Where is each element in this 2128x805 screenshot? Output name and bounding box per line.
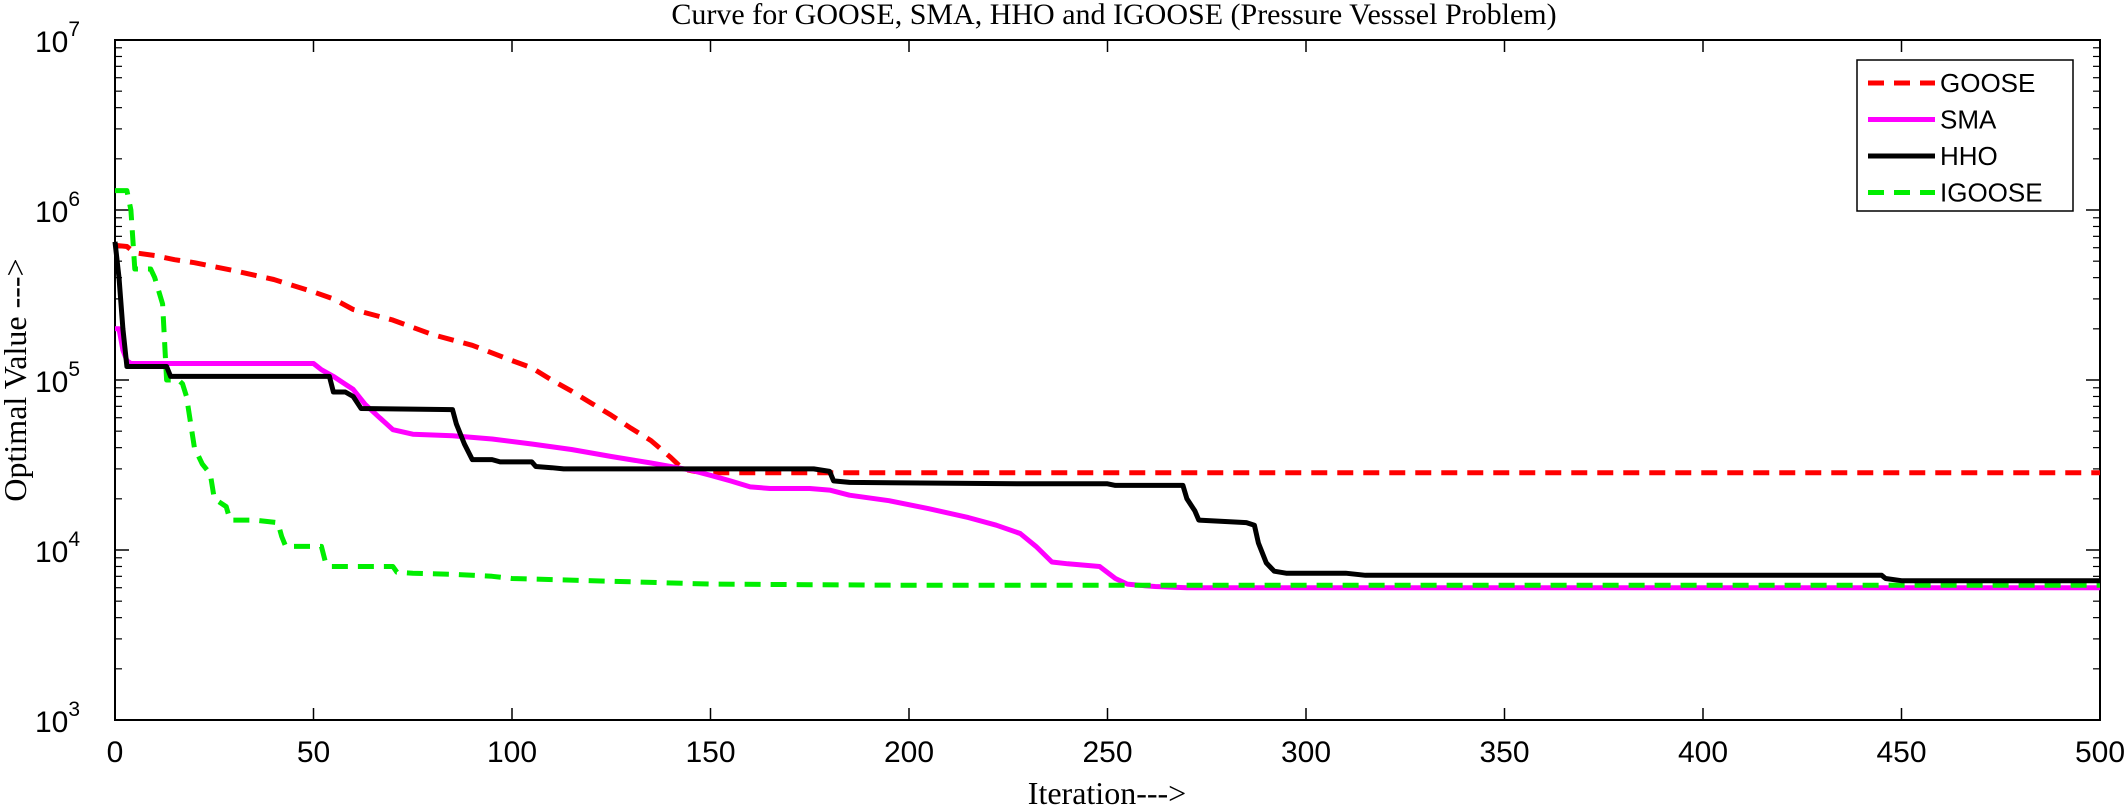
axis-ticks: 0 50 100 150 200 250 300 350 400 450 500 103 104 105 1… — [35, 18, 2125, 769]
legend-label-sma: SMA — [1940, 105, 1997, 135]
y-tick-label: 107 — [35, 18, 80, 59]
x-tick-label: 150 — [685, 736, 735, 769]
plot-area — [114, 39, 2101, 721]
series-line-sma — [115, 326, 2100, 591]
x-tick-label: 450 — [1876, 736, 1926, 769]
x-tick-label: 400 — [1678, 736, 1728, 769]
y-tick-label: 104 — [35, 528, 80, 569]
series-lines — [112, 188, 2100, 591]
x-tick-label: 50 — [297, 736, 330, 769]
x-tick-label: 200 — [884, 736, 934, 769]
x-axis-label: Iteration---> — [1028, 775, 1186, 805]
legend: GOOSE SMA HHO IGOOSE — [1856, 59, 2074, 212]
y-tick-label: 105 — [35, 358, 80, 399]
y-tick-label: 103 — [35, 698, 80, 739]
y-axis-label: Optimal Value ---> — [0, 258, 33, 501]
series-line-igoose — [115, 188, 2100, 588]
y-tick-label: 106 — [35, 188, 80, 229]
legend-label-hho: HHO — [1940, 141, 1998, 171]
x-tick-label: 250 — [1082, 736, 1132, 769]
x-tick-label: 0 — [107, 736, 124, 769]
x-tick-label: 300 — [1281, 736, 1331, 769]
x-tick-label: 100 — [487, 736, 537, 769]
legend-label-igoose: IGOOSE — [1940, 178, 2043, 208]
chart-title: Curve for GOOSE, SMA, HHO and IGOOSE (Pr… — [671, 0, 1556, 31]
x-tick-label: 500 — [2075, 736, 2125, 769]
x-tick-label: 350 — [1479, 736, 1529, 769]
series-line-hho — [112, 241, 2100, 584]
legend-box — [1856, 59, 2074, 212]
legend-label-goose: GOOSE — [1940, 68, 2035, 98]
